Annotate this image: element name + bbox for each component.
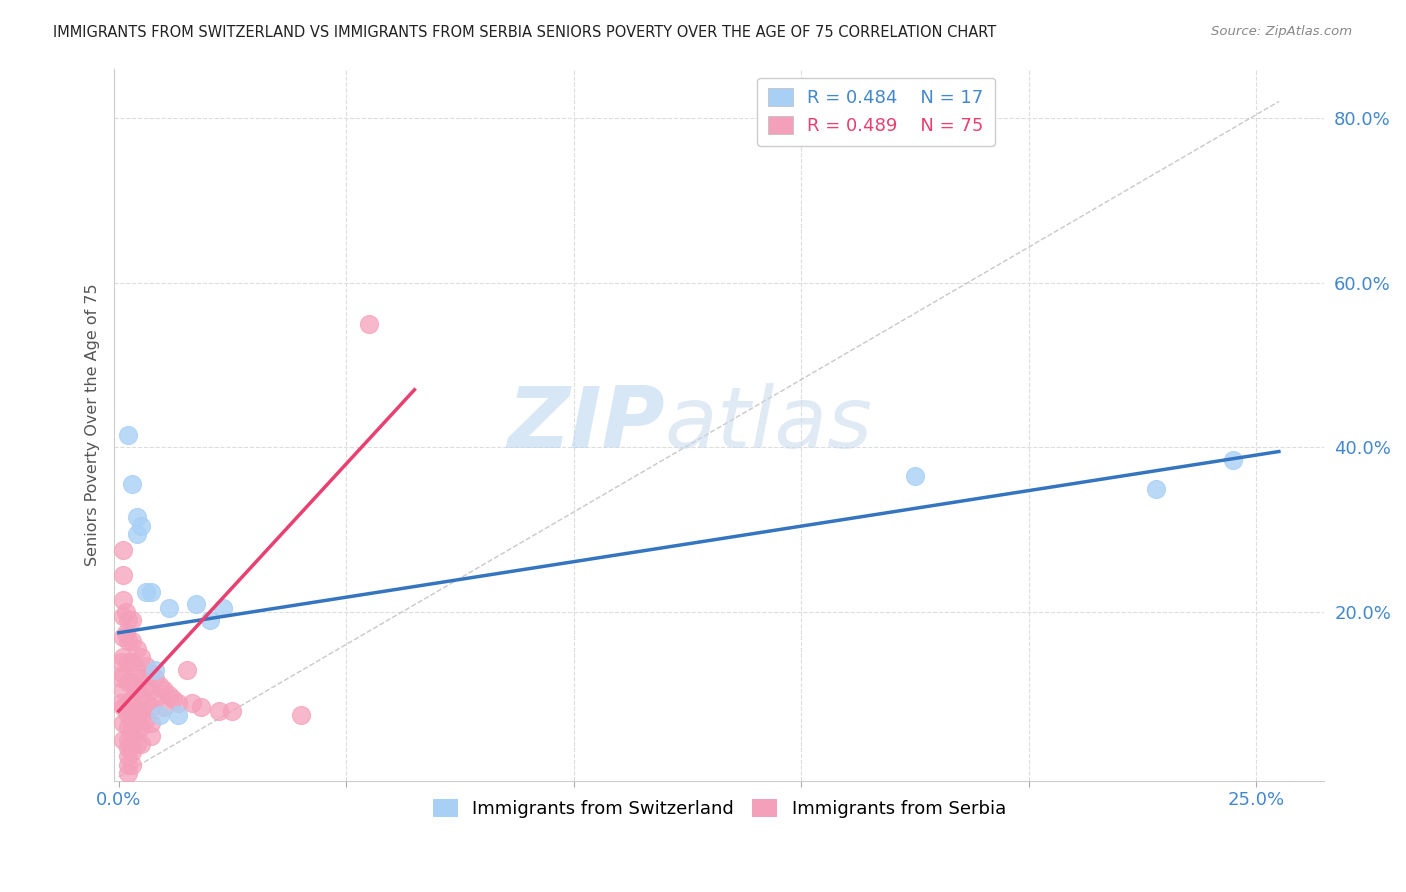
Point — [117, 741, 139, 756]
Text: ZIP: ZIP — [508, 384, 665, 467]
Point — [135, 584, 157, 599]
Point — [112, 609, 135, 624]
Point — [143, 663, 166, 677]
Point — [121, 634, 143, 648]
Point — [135, 679, 157, 693]
Point — [117, 634, 139, 648]
Point — [131, 688, 153, 702]
Point — [117, 749, 139, 764]
Point — [162, 691, 184, 706]
Legend: Immigrants from Switzerland, Immigrants from Serbia: Immigrants from Switzerland, Immigrants … — [426, 792, 1014, 825]
Point — [121, 708, 143, 723]
Point — [112, 699, 135, 714]
Point — [135, 712, 157, 726]
Point — [149, 679, 172, 693]
Point — [125, 663, 148, 677]
Point — [121, 613, 143, 627]
Point — [125, 527, 148, 541]
Point — [149, 708, 172, 723]
Point — [112, 543, 135, 558]
Point — [112, 732, 135, 747]
Point — [139, 667, 162, 681]
Point — [117, 655, 139, 669]
Point — [117, 765, 139, 780]
Point — [157, 601, 180, 615]
Point — [184, 597, 207, 611]
Point — [117, 428, 139, 442]
Point — [125, 737, 148, 751]
Point — [125, 510, 148, 524]
Point — [121, 691, 143, 706]
Point — [1222, 452, 1244, 467]
Point — [180, 696, 202, 710]
Point — [117, 613, 139, 627]
Point — [112, 716, 135, 731]
Point — [112, 592, 135, 607]
Point — [131, 737, 153, 751]
Point — [153, 699, 176, 714]
Point — [112, 650, 135, 665]
Point — [212, 601, 235, 615]
Point — [121, 675, 143, 690]
Point — [112, 683, 135, 698]
Point — [117, 675, 139, 690]
Point — [121, 732, 143, 747]
Point — [167, 708, 190, 723]
Point — [176, 663, 198, 677]
Point — [208, 704, 231, 718]
Point — [112, 630, 135, 644]
Text: atlas: atlas — [665, 384, 873, 467]
Point — [121, 477, 143, 491]
Point — [125, 642, 148, 657]
Point — [117, 708, 139, 723]
Point — [1144, 482, 1167, 496]
Point — [121, 745, 143, 759]
Point — [357, 317, 380, 331]
Point — [117, 696, 139, 710]
Point — [139, 683, 162, 698]
Point — [112, 568, 135, 582]
Point — [135, 658, 157, 673]
Point — [121, 721, 143, 735]
Point — [143, 671, 166, 685]
Point — [121, 757, 143, 772]
Point — [131, 650, 153, 665]
Text: Source: ZipAtlas.com: Source: ZipAtlas.com — [1212, 25, 1353, 38]
Point — [110, 655, 132, 669]
Point — [153, 683, 176, 698]
Point — [117, 757, 139, 772]
Point — [124, 704, 146, 718]
Point — [114, 625, 136, 640]
Point — [114, 605, 136, 619]
Point — [157, 688, 180, 702]
Point — [167, 696, 190, 710]
Point — [131, 704, 153, 718]
Point — [139, 699, 162, 714]
Point — [190, 699, 212, 714]
Point — [131, 671, 153, 685]
Point — [221, 704, 243, 718]
Point — [139, 716, 162, 731]
Text: IMMIGRANTS FROM SWITZERLAND VS IMMIGRANTS FROM SERBIA SENIORS POVERTY OVER THE A: IMMIGRANTS FROM SWITZERLAND VS IMMIGRANT… — [53, 25, 997, 40]
Point — [125, 704, 148, 718]
Point — [125, 683, 148, 698]
Point — [131, 721, 153, 735]
Point — [139, 729, 162, 743]
Point — [290, 708, 312, 723]
Point — [198, 613, 221, 627]
Point — [110, 696, 132, 710]
Point — [112, 667, 135, 681]
Point — [904, 469, 927, 483]
Y-axis label: Seniors Poverty Over the Age of 75: Seniors Poverty Over the Age of 75 — [86, 284, 100, 566]
Point — [125, 721, 148, 735]
Point — [131, 518, 153, 533]
Point — [121, 655, 143, 669]
Point — [117, 721, 139, 735]
Point — [117, 732, 139, 747]
Point — [135, 696, 157, 710]
Point — [110, 671, 132, 685]
Point — [143, 691, 166, 706]
Point — [139, 584, 162, 599]
